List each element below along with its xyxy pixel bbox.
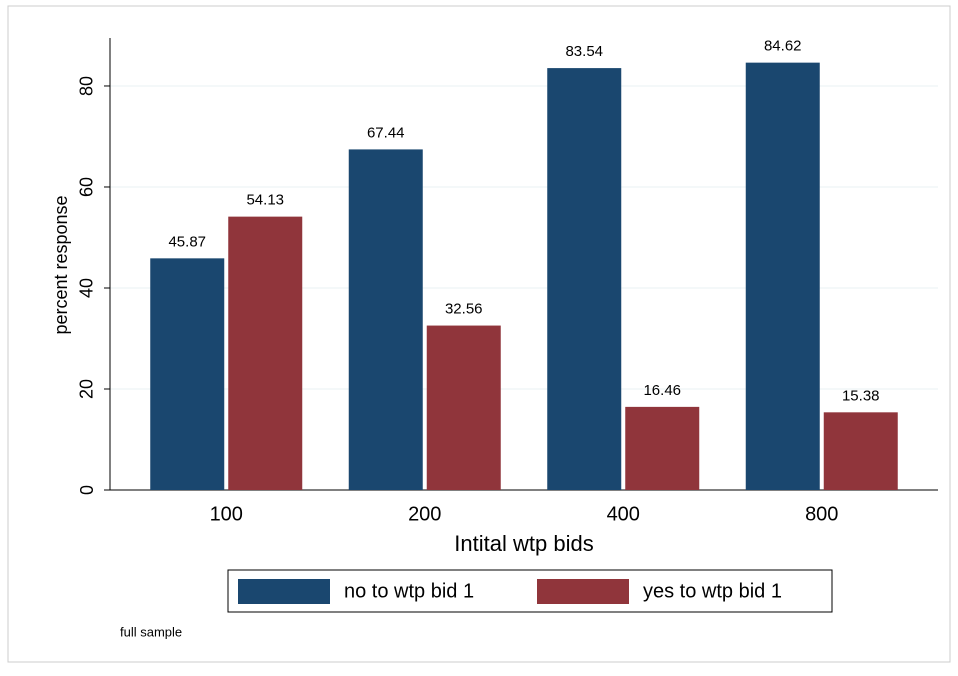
legend-swatch [537, 579, 629, 604]
legend-label: yes to wtp bid 1 [643, 580, 782, 602]
value-label: 84.62 [764, 38, 802, 55]
value-label: 83.54 [565, 43, 603, 60]
y-tick-label: 40 [77, 278, 97, 298]
value-label: 32.56 [445, 301, 483, 318]
y-tick-label: 20 [77, 379, 97, 399]
bar [228, 216, 303, 491]
legend-swatch [238, 579, 330, 604]
bar [547, 68, 622, 490]
value-label: 67.44 [367, 124, 405, 141]
y-axis-title: percent response [51, 195, 71, 334]
y-tick-label: 60 [77, 177, 97, 197]
x-tick-label: 800 [805, 503, 838, 525]
note: full sample [120, 624, 182, 639]
bar [426, 325, 501, 490]
y-tick-label: 80 [77, 76, 97, 96]
value-label: 45.87 [168, 233, 206, 250]
x-tick-label: 200 [408, 503, 441, 525]
y-tick-label: 0 [77, 485, 97, 495]
bar [823, 412, 898, 490]
bar [150, 258, 225, 490]
value-label: 16.46 [643, 382, 681, 399]
x-tick-label: 400 [607, 503, 640, 525]
bar [348, 149, 423, 490]
value-label: 54.13 [246, 192, 284, 209]
bar [745, 62, 820, 491]
bar [625, 406, 700, 490]
legend-label: no to wtp bid 1 [344, 580, 474, 602]
x-axis-title: Intital wtp bids [454, 531, 593, 556]
value-label: 15.38 [842, 387, 880, 404]
x-tick-label: 100 [210, 503, 243, 525]
